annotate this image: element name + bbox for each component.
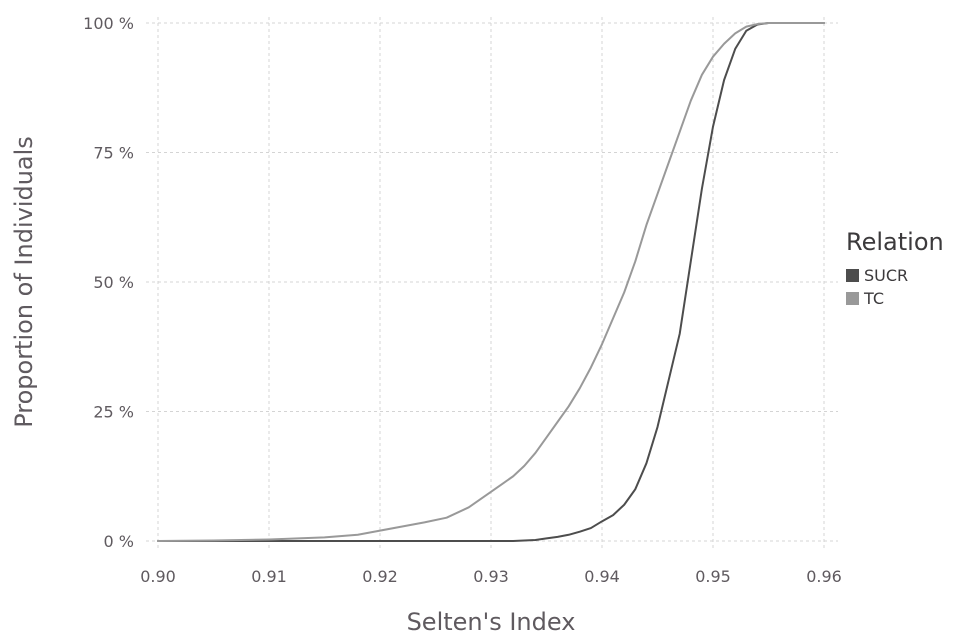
x-tick-label: 0.93 <box>473 567 509 586</box>
legend-swatch-sucr <box>846 269 859 282</box>
y-tick-label: 50 % <box>93 273 134 292</box>
y-tick-label: 75 % <box>93 144 134 163</box>
legend-label-tc: TC <box>863 289 884 308</box>
y-axis-ticks: 0 % 25 % 50 % 75 % 100 % <box>83 14 134 551</box>
y-tick-label: 100 % <box>83 14 134 33</box>
y-axis-title: Proportion of Individuals <box>10 136 38 428</box>
grid <box>146 17 838 551</box>
legend: Relation SUCR TC <box>846 228 944 308</box>
x-tick-label: 0.95 <box>695 567 731 586</box>
series-line-sucr <box>157 22 825 542</box>
x-tick-label: 0.91 <box>251 567 287 586</box>
legend-title: Relation <box>846 228 944 256</box>
legend-label-sucr: SUCR <box>864 266 908 285</box>
x-axis-ticks: 0.90 0.91 0.92 0.93 0.94 0.95 0.96 <box>140 567 842 586</box>
legend-swatch-tc <box>846 292 859 305</box>
x-tick-label: 0.94 <box>584 567 620 586</box>
x-axis-title: Selten's Index <box>407 608 576 636</box>
y-tick-label: 0 % <box>104 532 134 551</box>
x-tick-label: 0.92 <box>362 567 398 586</box>
series-lines <box>157 22 825 542</box>
legend-items: SUCR TC <box>846 266 908 308</box>
x-tick-label: 0.90 <box>140 567 176 586</box>
y-tick-label: 25 % <box>93 403 134 422</box>
x-tick-label: 0.96 <box>806 567 842 586</box>
series-line-tc <box>157 22 825 542</box>
